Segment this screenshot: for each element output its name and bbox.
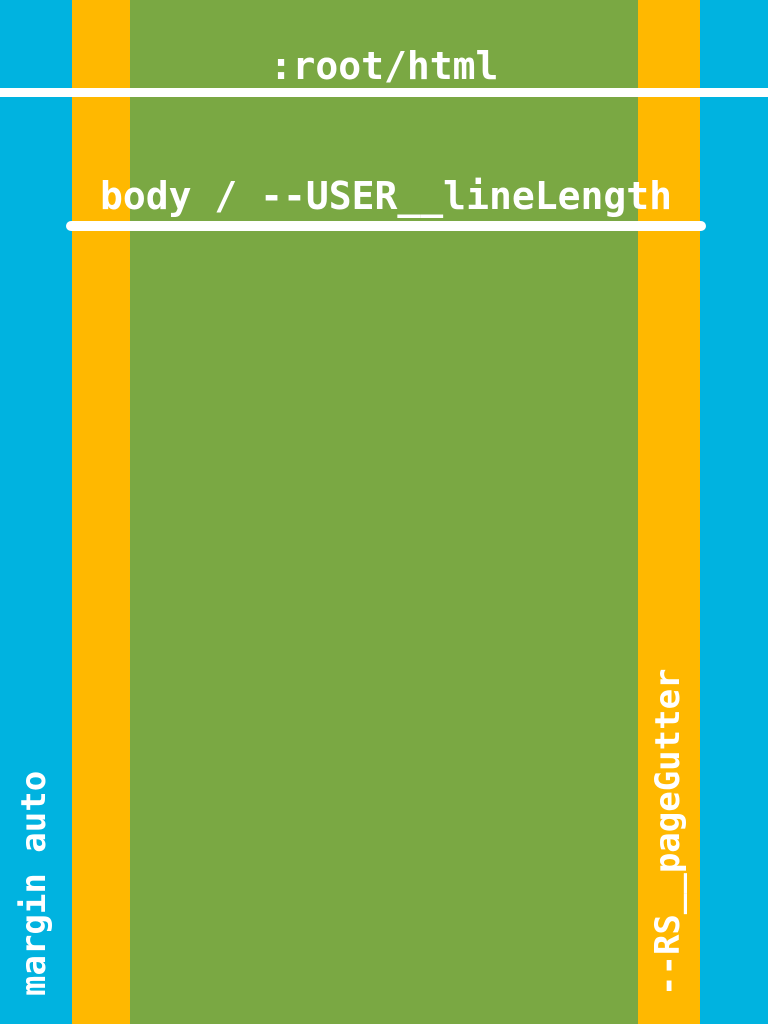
margin-region-left — [0, 0, 72, 1024]
root-width-line — [0, 88, 768, 97]
margin-auto-label: margin auto — [14, 770, 54, 996]
page-gutter-right — [638, 0, 700, 1024]
page-gutter-left — [72, 0, 130, 1024]
body-width-line — [66, 221, 706, 231]
content-region — [130, 0, 638, 1024]
root-html-label: :root/html — [269, 44, 499, 88]
page-gutter-label: --RS__pageGutter — [648, 668, 688, 996]
margin-region-right — [700, 0, 768, 1024]
body-line-length-label: body / --USER__lineLength — [100, 174, 672, 218]
